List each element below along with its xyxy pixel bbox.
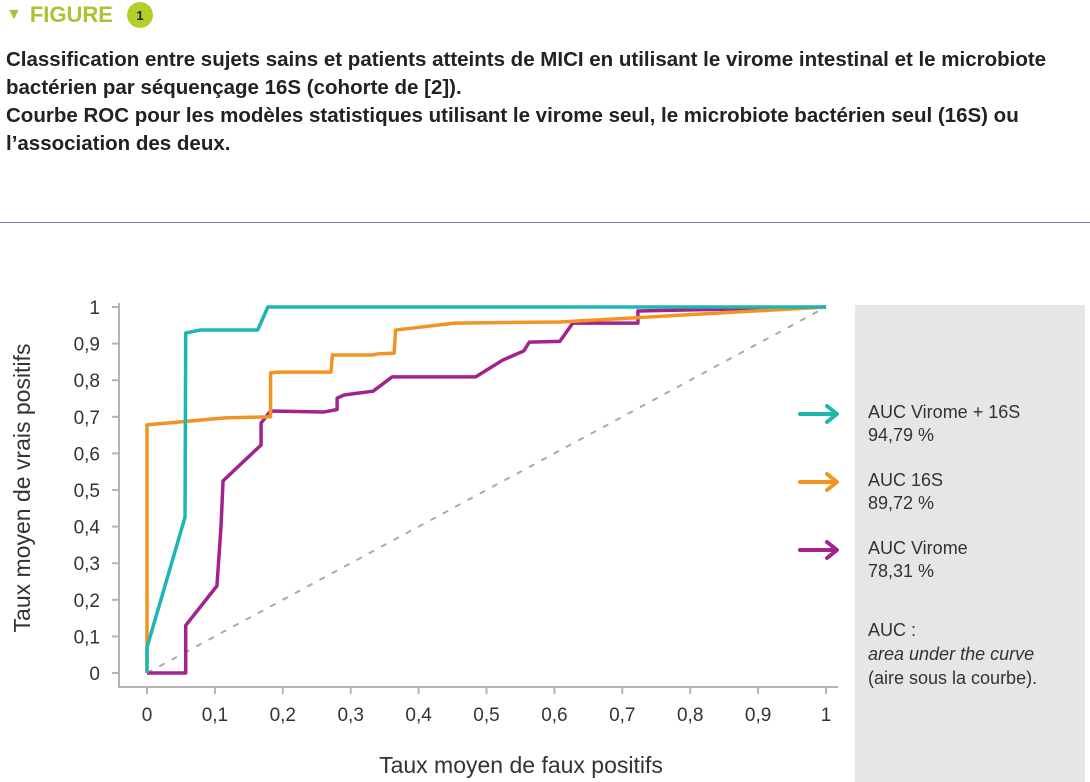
auc-note: AUC : area under the curve (aire sous la… (868, 618, 1037, 690)
x-tick-label: 1 (821, 705, 832, 726)
legend-value: 94,79 % (868, 425, 935, 445)
triangle-down-icon: ▼ (6, 6, 22, 23)
x-axis-title: Taux moyen de faux positifs (379, 752, 663, 778)
x-tick-label: 0,4 (405, 705, 432, 726)
figure-number-badge: 1 (126, 2, 153, 28)
note-title: AUC : (868, 620, 917, 640)
y-tick-label: 0,5 (74, 481, 100, 502)
x-tick-label: 0,2 (270, 705, 296, 726)
legend-arrow-icon (798, 540, 839, 560)
note-text: (aire sous la courbe). (868, 668, 1038, 688)
roc-curve-0 (145, 305, 826, 673)
legend-item-virome-16s: AUC Virome + 16S 94,79 % (868, 401, 1020, 447)
y-axis-title: Taux moyen de vrais positifs (9, 344, 35, 633)
y-tick-label: 1 (89, 298, 100, 319)
x-tick-label: 0,8 (677, 705, 703, 726)
legend-item-virome: AUC Virome 78,31 % (868, 537, 968, 583)
y-tick-label: 0 (89, 664, 100, 685)
reference-diagonal (146, 306, 827, 674)
legend-label: AUC Virome (868, 538, 968, 558)
x-tick-label: 0,9 (745, 705, 771, 726)
caption-line-1: Classification entre sujets sains et pat… (6, 48, 1047, 99)
figure-caption: Classification entre sujets sains et pat… (6, 46, 1066, 158)
note-italic: area under the curve (868, 644, 1035, 664)
roc-curve-2 (147, 305, 827, 675)
y-tick-label: 0,3 (74, 554, 100, 575)
x-tick-label: 0,1 (202, 705, 228, 726)
x-tick-label: 0,7 (609, 705, 635, 726)
legend-arrow-icon (798, 404, 839, 424)
x-tick-label: 0,3 (337, 705, 363, 726)
y-tick-label: 0,9 (74, 335, 100, 356)
legend-panel (855, 305, 1085, 782)
y-tick-label: 0,7 (74, 408, 100, 429)
x-tick-label: 0 (142, 705, 153, 726)
legend-value: 89,72 % (868, 493, 935, 513)
y-tick-label: 0,2 (74, 591, 100, 612)
roc-curve-1 (145, 305, 827, 673)
y-tick-label: 0,6 (74, 444, 100, 465)
legend-label: AUC Virome + 16S (868, 402, 1021, 422)
figure-header: ▼ FIGURE 1 (6, 2, 153, 28)
legend-label: AUC 16S (868, 470, 944, 490)
legend-item-16s: AUC 16S 89,72 % (868, 469, 943, 515)
x-tick-label: 0,5 (473, 705, 499, 726)
x-tick-label: 0,6 (541, 705, 567, 726)
divider (0, 222, 1090, 223)
legend-arrow-icon (798, 472, 839, 492)
caption-line-2: Courbe ROC pour les modèles statistiques… (6, 104, 1019, 155)
y-tick-label: 0,8 (74, 371, 100, 392)
y-tick-label: 0,1 (74, 627, 100, 648)
y-tick-label: 0,4 (74, 518, 101, 539)
figure-label: FIGURE (29, 2, 113, 27)
legend-value: 78,31 % (868, 561, 935, 581)
